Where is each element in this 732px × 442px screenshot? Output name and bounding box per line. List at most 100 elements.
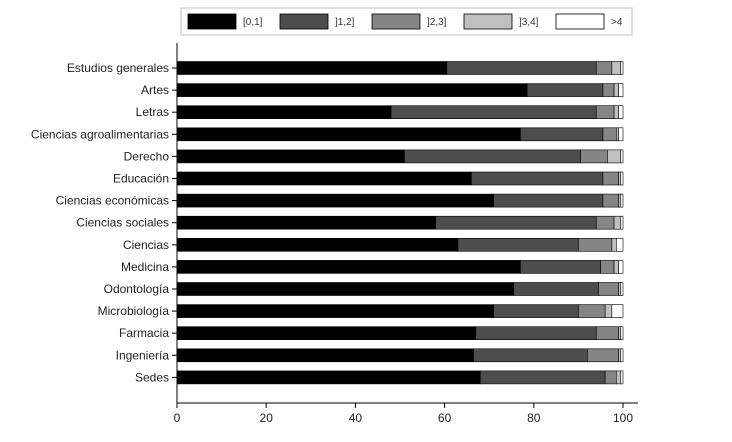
bar-segment: [618, 171, 622, 186]
bar-segment: [611, 61, 622, 75]
bar-segment: [618, 193, 622, 208]
category-label: Artes: [141, 83, 169, 97]
legend-label: ]1,2]: [335, 17, 355, 28]
bar-segment: [602, 193, 619, 208]
bar-segment: [479, 370, 606, 385]
bar-segment: [607, 149, 622, 164]
category-label: Educación: [113, 172, 169, 186]
bar-segment: [176, 83, 528, 97]
bar-segment: [618, 348, 622, 363]
bar-segment: [618, 105, 624, 119]
legend-swatch: [371, 13, 421, 30]
bar-segment: [611, 304, 624, 318]
legend: [0,1]]1,2]]2,3]]3,4] >4: [180, 7, 633, 36]
bar-segment: [620, 171, 624, 186]
x-tick-label: 20: [260, 411, 274, 425]
legend-label: >4: [611, 17, 623, 28]
category-label: Medicina: [121, 260, 169, 274]
bar-segment: [620, 215, 624, 230]
bar-segment: [176, 149, 405, 164]
category-label: Ciencias: [123, 238, 169, 252]
legend-swatch: [463, 13, 513, 30]
bar-segment: [176, 193, 494, 208]
x-tick-label: 100: [613, 411, 633, 425]
x-axis: 0 20 40 60 80 100: [174, 43, 638, 425]
bars: [176, 61, 624, 385]
category-label: Microbiología: [98, 304, 170, 318]
bar-segment: [493, 193, 604, 208]
bar-segment: [176, 238, 459, 252]
bar-segment: [620, 370, 624, 385]
legend-label: [0,1]: [243, 17, 263, 28]
bar-segment: [618, 83, 624, 97]
legend-swatch: [187, 13, 237, 30]
bar-segment: [471, 171, 604, 186]
x-tick-label: 60: [438, 411, 452, 425]
bar-segment: [618, 127, 624, 142]
bar-segment: [620, 348, 624, 363]
bar-segment: [475, 326, 597, 341]
bar-segment: [611, 238, 617, 252]
bar-segment: [595, 105, 615, 119]
category-label: Ingeniería: [116, 348, 170, 362]
bar-segment: [473, 348, 588, 363]
category-label: Odontología: [104, 282, 170, 296]
bar-segment: [613, 215, 622, 230]
bar-segment: [618, 260, 624, 274]
bar-segment: [520, 260, 601, 274]
category-labels: Estudios generales Artes Letras Ciencias ag…: [31, 61, 177, 384]
category-label: Ciencias sociales: [76, 216, 169, 230]
bar-segment: [613, 105, 619, 119]
bar-segment: [602, 127, 617, 142]
bar-segment: [604, 370, 617, 385]
bar-segment: [602, 171, 619, 186]
bar-segment: [520, 127, 604, 142]
bar-segment: [620, 193, 624, 208]
bar-segment: [616, 127, 619, 142]
bar-segment: [435, 215, 597, 230]
category-label: Ciencias agroalimentarias: [31, 127, 169, 141]
bar-segment: [620, 282, 624, 296]
bar-segment: [602, 83, 615, 97]
x-tick-label: 0: [174, 411, 181, 425]
bar-segment: [176, 326, 477, 341]
bar-segment: [446, 61, 597, 75]
category-label: Derecho: [124, 149, 170, 163]
bar-segment: [404, 149, 581, 164]
bar-segment: [526, 83, 604, 97]
bar-segment: [616, 370, 622, 385]
bar-segment: [613, 83, 619, 97]
bar-segment: [580, 149, 608, 164]
bar-segment: [620, 149, 624, 164]
bar-segment: [604, 304, 613, 318]
bar-segment: [176, 171, 472, 186]
bar-segment: [390, 105, 597, 119]
bar-segment: [587, 348, 619, 363]
bar-segment: [176, 215, 436, 230]
legend-label: ]3,4]: [519, 17, 539, 28]
bar-segment: [176, 61, 448, 75]
category-label: Sedes: [135, 370, 169, 384]
x-tick-label: 80: [527, 411, 541, 425]
bar-segment: [618, 282, 622, 296]
bar-segment: [620, 61, 624, 75]
category-label: Ciencias económicas: [56, 194, 169, 208]
bar-segment: [176, 105, 392, 119]
bar-segment: [176, 304, 494, 318]
bar-segment: [595, 326, 619, 341]
bar-segment: [176, 127, 521, 142]
bar-segment: [598, 282, 619, 296]
bar-segment: [616, 238, 624, 252]
x-tick-label: 40: [349, 411, 363, 425]
bar-segment: [578, 304, 606, 318]
bar-segment: [618, 326, 622, 341]
bar-segment: [600, 260, 615, 274]
bar-segment: [620, 326, 624, 341]
legend-swatch: [555, 13, 605, 30]
bar-segment: [595, 61, 613, 75]
bar-segment: [613, 260, 619, 274]
bar-segment: [457, 238, 579, 252]
bar-segment: [493, 304, 579, 318]
bar-segment: [176, 282, 515, 296]
